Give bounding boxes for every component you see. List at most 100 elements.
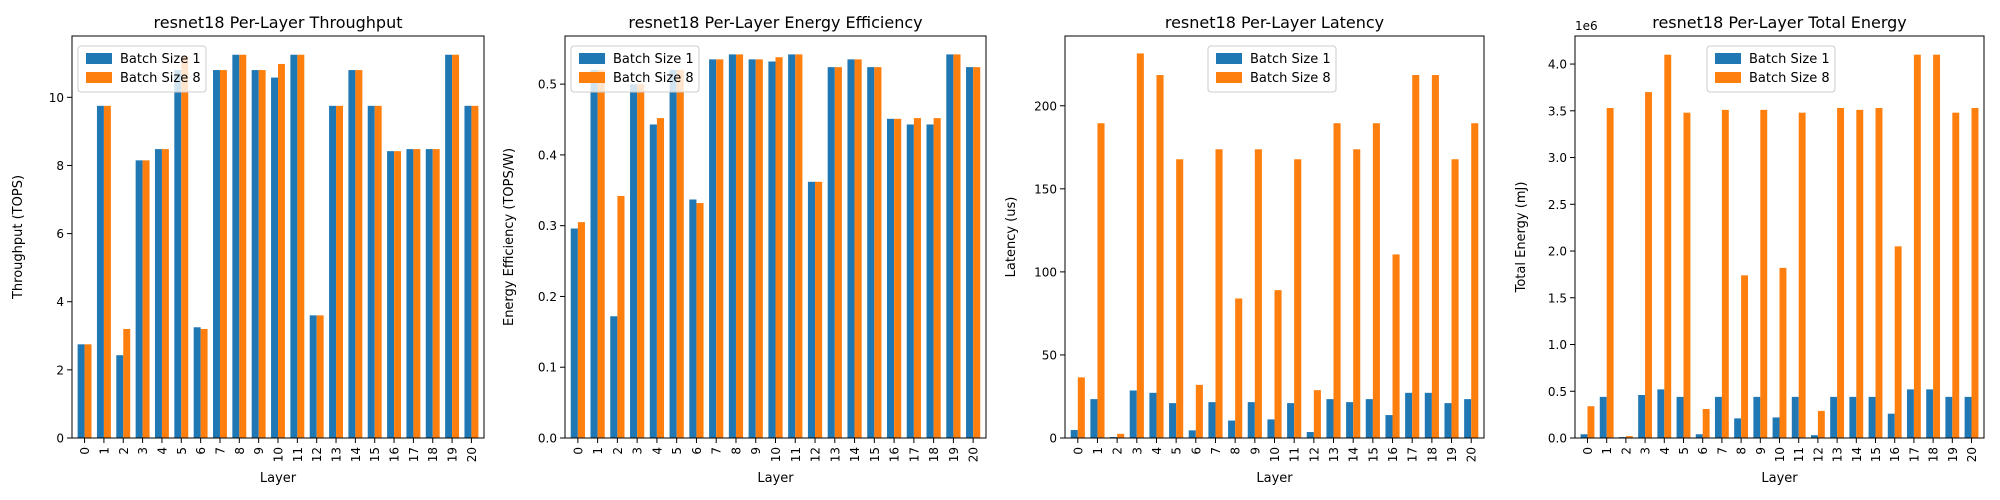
bar-batch-size-1	[406, 149, 414, 439]
bar-batch-size-8	[1913, 54, 1921, 438]
bar-batch-size-1	[464, 105, 472, 438]
y-ticks: 0 50 100 150 200	[1034, 99, 1065, 446]
bar-batch-size-1	[96, 105, 104, 438]
bar-batch-size-1	[1868, 396, 1876, 438]
bar-batch-size-8	[374, 105, 382, 438]
legend-label-batch-size-1: Batch Size 1	[1749, 52, 1830, 67]
bar-batch-size-8	[1702, 409, 1710, 438]
x-axis-label: Layer	[1761, 471, 1798, 486]
bar-batch-size-1	[709, 59, 717, 439]
x-tick-label: 20	[1465, 447, 1479, 462]
bar-batch-size-1	[1228, 420, 1236, 438]
bar-batch-size-8	[735, 54, 744, 439]
bar-batch-size-8	[1077, 377, 1085, 438]
x-tick-label: 16	[888, 447, 902, 462]
y-tick-label: 0.0	[538, 432, 557, 446]
x-tick-label: 0	[78, 447, 92, 455]
legend-label-batch-size-8: Batch Size 8	[1749, 71, 1830, 86]
x-ticks: 0 1 2 3 4 5 6 7 8 9 10 11 12 13 14 15 16 17 18 19 20	[1581, 438, 1979, 462]
x-tick-label: 4	[155, 447, 169, 455]
x-tick-label: 1	[97, 447, 111, 455]
x-tick-label: 8	[729, 447, 743, 455]
bar-batch-size-8	[1176, 159, 1184, 438]
y-tick-label: 2	[56, 363, 64, 377]
bar-batch-size-1	[387, 151, 395, 438]
bar-batch-size-1	[1326, 399, 1334, 438]
bar-batch-size-1	[1129, 390, 1137, 438]
x-tick-label: 11	[291, 447, 305, 462]
x-tick-label: 9	[252, 447, 266, 455]
bar-batch-size-1	[251, 70, 259, 438]
x-tick-label: 16	[1386, 447, 1400, 462]
x-tick-label: 8	[1229, 447, 1243, 455]
bar-batch-size-8	[1952, 112, 1960, 438]
y-tick-label: 10	[49, 91, 64, 105]
y-tick-label: 3.0	[1548, 151, 1567, 165]
bar-batch-size-8	[84, 344, 92, 438]
x-tick-label: 15	[368, 447, 382, 462]
bar-batch-size-8	[471, 105, 479, 438]
bar-batch-size-8	[142, 160, 150, 438]
x-tick-label: 14	[1850, 447, 1864, 462]
bar-batch-size-1	[1887, 413, 1895, 438]
bar-batch-size-8	[1856, 109, 1864, 439]
bar-batch-size-8	[1894, 246, 1902, 438]
bar-batch-size-1	[1188, 430, 1196, 438]
y-tick-label: 0.2	[538, 290, 557, 304]
y-tick-label: 1.0	[1548, 338, 1567, 352]
x-tick-label: 2	[1619, 447, 1633, 455]
bar-batch-size-8	[716, 59, 724, 439]
y-tick-label: 50	[1042, 348, 1057, 362]
x-tick-label: 0	[571, 447, 585, 455]
bar-batch-size-8	[1195, 384, 1203, 438]
bar-batch-size-1	[669, 69, 677, 438]
x-tick-label: 11	[789, 447, 803, 462]
y-tick-label: 2.0	[1548, 245, 1567, 259]
x-tick-label: 6	[1696, 447, 1710, 455]
bar-batch-size-1	[135, 160, 143, 438]
x-tick-label: 18	[927, 447, 941, 462]
bar-batch-size-1	[610, 316, 618, 438]
bar-batch-size-8	[933, 118, 941, 438]
x-tick-label: 14	[1347, 447, 1361, 462]
bar-batch-size-8	[973, 67, 981, 438]
bar-batch-size-8	[1587, 406, 1595, 438]
x-tick-label: 6	[1189, 447, 1203, 455]
bar-batch-size-1	[807, 181, 816, 439]
bar-batch-size-1	[906, 124, 914, 438]
bar-batch-size-8	[696, 203, 704, 438]
legend-label-batch-size-1: Batch Size 1	[1250, 52, 1331, 67]
y-tick-label: 0	[1049, 432, 1057, 446]
bar-batch-size-1	[1714, 396, 1722, 438]
x-tick-label: 19	[947, 447, 961, 462]
y-tick-label: 0	[56, 432, 64, 446]
bar-batch-size-8	[161, 149, 169, 439]
chart-total-energy: resnet18 Per-Layer Total Energy Layer To…	[1514, 13, 1985, 486]
bar-batch-size-1	[590, 69, 598, 438]
x-tick-label: 13	[1327, 447, 1341, 462]
bar-batch-size-1	[1169, 403, 1177, 438]
bar-batch-size-1	[1090, 399, 1098, 438]
bar-batch-size-8	[1156, 75, 1164, 438]
y-tick-label: 150	[1034, 182, 1057, 196]
legend: Batch Size 1 Batch Size 8	[1207, 45, 1337, 93]
bar-batch-size-8	[676, 69, 684, 438]
axes-frame	[1574, 35, 1985, 439]
bar-batch-size-8	[1837, 107, 1845, 439]
bar-batch-size-8	[297, 54, 305, 439]
bar-batch-size-8	[1933, 54, 1941, 438]
bar-batch-size-1	[1149, 392, 1157, 438]
bar-batch-size-8	[775, 57, 783, 438]
x-tick-label: 3	[1130, 447, 1144, 455]
x-tick-label: 20	[1965, 447, 1979, 462]
bar-batch-size-1	[1267, 419, 1275, 438]
bar-batch-size-1	[445, 54, 453, 439]
bar-batch-size-8	[1817, 410, 1825, 438]
bar-batch-size-8	[795, 54, 803, 439]
bar-batch-size-1	[1791, 396, 1799, 438]
x-tick-label: 5	[1677, 447, 1691, 455]
chart-title: resnet18 Per-Layer Latency	[1165, 13, 1384, 32]
bar-batch-size-1	[116, 355, 124, 438]
bar-batch-size-8	[1779, 267, 1787, 438]
